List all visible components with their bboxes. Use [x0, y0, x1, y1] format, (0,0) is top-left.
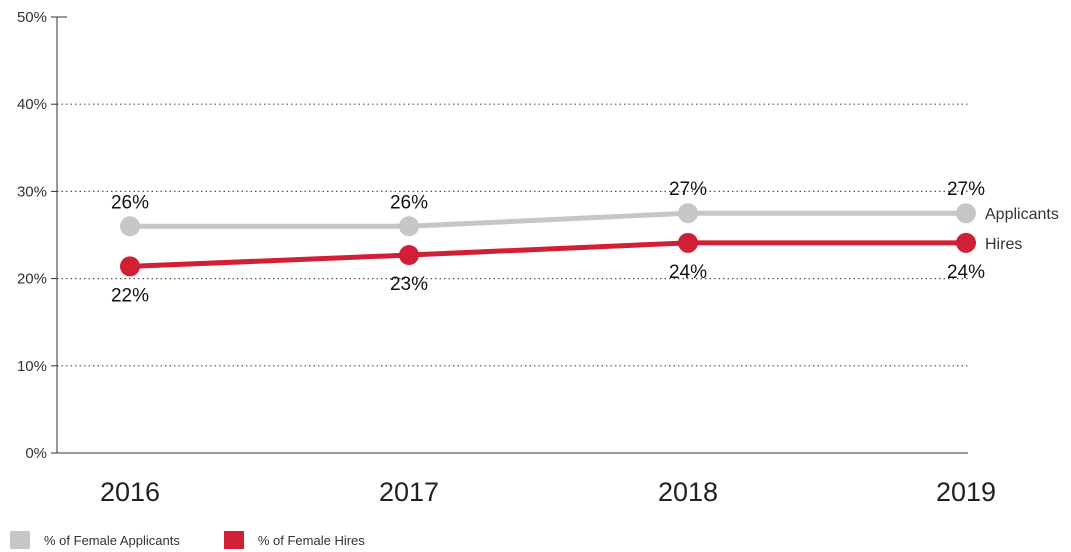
data-point: [399, 245, 419, 266]
legend-item-hires: % of Female Hires: [223, 531, 365, 549]
series-end-label: Hires: [985, 236, 1022, 253]
y-tick-label: 30%: [17, 183, 47, 200]
x-tick-label: 2019: [936, 477, 996, 507]
y-tick-label: 40%: [17, 96, 47, 113]
x-tick-label: 2018: [658, 477, 718, 507]
data-point: [120, 256, 140, 277]
data-label: 26%: [390, 192, 428, 213]
data-point: [678, 232, 698, 253]
data-label: 26%: [111, 192, 149, 213]
x-tick-label: 2016: [100, 477, 160, 507]
legend: % of Female Applicants % of Female Hires: [10, 531, 409, 549]
y-tick-label: 0%: [25, 445, 47, 462]
data-point: [399, 216, 419, 237]
data-label: 27%: [669, 179, 707, 200]
data-label: 24%: [947, 262, 985, 283]
legend-label-hires: % of Female Hires: [257, 532, 365, 548]
series-line-applicants: [127, 210, 969, 229]
data-point: [956, 232, 976, 253]
data-label: 22%: [111, 285, 149, 306]
data-label: 27%: [947, 179, 985, 200]
legend-item-applicants: % of Female Applicants: [10, 531, 180, 549]
legend-swatch-hires: [223, 531, 244, 549]
y-tick-label: 10%: [17, 358, 47, 375]
data-label: 24%: [669, 262, 707, 283]
legend-label-applicants: % of Female Applicants: [44, 532, 180, 548]
series-end-label: Applicants: [985, 206, 1059, 223]
data-point: [678, 203, 698, 224]
y-tick-label: 20%: [17, 271, 47, 288]
data-label: 23%: [390, 274, 428, 295]
series-line-hires: [127, 240, 969, 269]
legend-swatch-applicants: [10, 531, 30, 549]
data-point: [956, 203, 976, 224]
x-tick-label: 2017: [379, 477, 439, 507]
y-tick-label: 50%: [17, 9, 47, 26]
data-point: [120, 216, 140, 237]
